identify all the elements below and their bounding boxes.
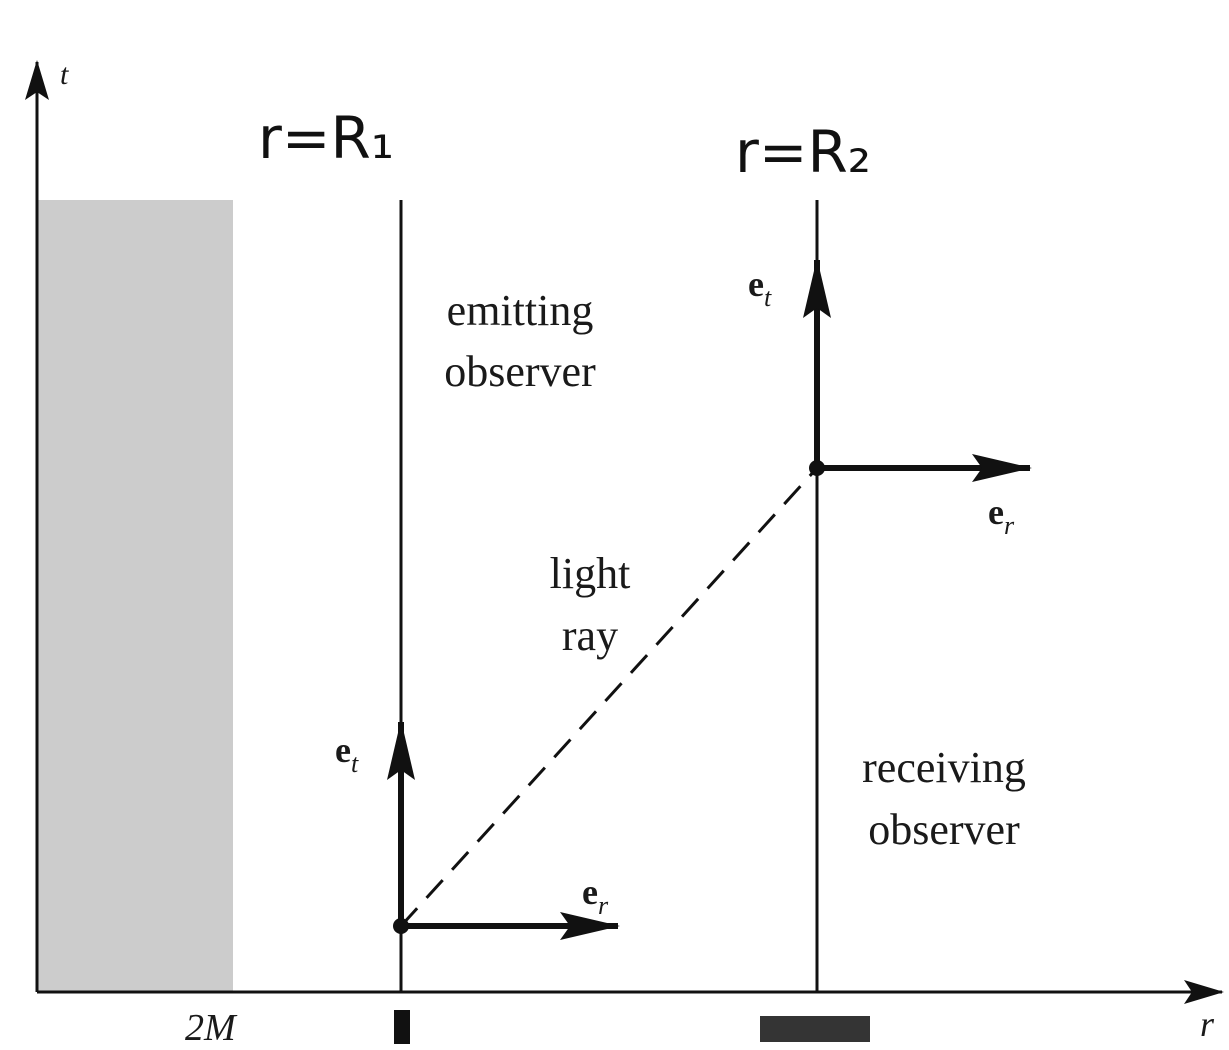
horizon-region	[37, 200, 233, 992]
receiver-handwritten-label: r=R₂	[735, 118, 871, 186]
light-ray-label-line2: ray	[562, 611, 618, 660]
r1-tick-mark	[394, 1010, 410, 1044]
horizon-label: 2M	[185, 1007, 238, 1049]
r-axis-label: r	[1200, 1004, 1215, 1044]
emitter-desc-line1: emitting	[447, 286, 594, 335]
receiver-desc-line1: receiving	[862, 743, 1026, 792]
light-ray-label-line1: light	[550, 549, 631, 598]
emitter-er-label: er	[582, 872, 609, 920]
receiver-desc-line2: observer	[868, 805, 1020, 854]
emitter-et-label: et	[335, 730, 359, 778]
emitter-desc-line2: observer	[444, 347, 596, 396]
r2-tick-mark	[760, 1016, 870, 1042]
receiver-er-label: er	[988, 492, 1015, 540]
t-axis-label: t	[60, 58, 69, 91]
reception-event	[809, 460, 825, 476]
emission-event	[393, 918, 409, 934]
emitter-handwritten-label: r=R₁	[258, 104, 394, 172]
receiver-et-label: et	[748, 264, 772, 312]
light-ray-line	[399, 466, 819, 928]
